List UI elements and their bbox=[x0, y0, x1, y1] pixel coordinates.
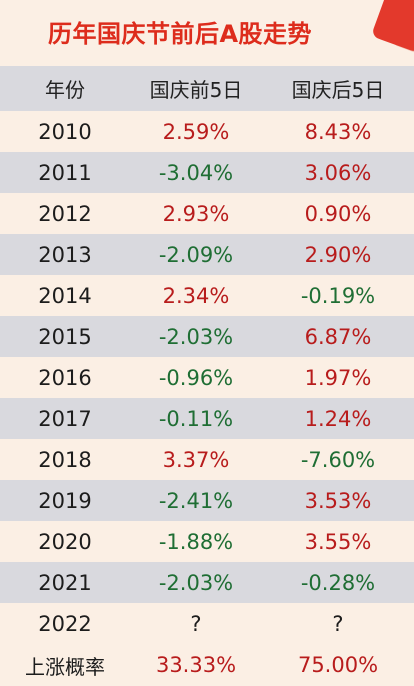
table-row: 2015 -2.03% 6.87% bbox=[0, 316, 414, 357]
year-cell: 2021 bbox=[38, 570, 92, 595]
year-cell: 2018 bbox=[38, 447, 92, 472]
year-cell: 2014 bbox=[38, 283, 92, 308]
summary-row: 上涨概率 33.33% 75.00% bbox=[0, 644, 414, 686]
year-cell: 2020 bbox=[38, 529, 92, 554]
post-holiday-return-cell: -0.28% bbox=[300, 570, 376, 595]
table-row: 2014 2.34% -0.19% bbox=[0, 275, 414, 316]
chart-title: 历年国庆节前后A股走势 bbox=[47, 20, 313, 48]
pre-holiday-return-cell: -2.09% bbox=[158, 242, 234, 267]
post-holiday-return-cell: 1.97% bbox=[304, 365, 372, 390]
pre-holiday-return-cell: 2.93% bbox=[162, 201, 230, 226]
pre-holiday-return-cell: 2.34% bbox=[162, 283, 230, 308]
summary-post-probability: 75.00% bbox=[297, 653, 379, 677]
year-cell: 2013 bbox=[38, 242, 92, 267]
pre-holiday-return-cell: -0.96% bbox=[158, 365, 234, 390]
post-holiday-return-cell: 3.06% bbox=[304, 160, 372, 185]
corner-decoration bbox=[370, 0, 414, 54]
pre-holiday-return-cell: -2.03% bbox=[158, 324, 234, 349]
pre-holiday-return-cell: -2.41% bbox=[158, 488, 234, 513]
post-holiday-return-cell: -0.19% bbox=[300, 283, 376, 308]
table-row: 2018 3.37% -7.60% bbox=[0, 439, 414, 480]
year-cell: 2015 bbox=[38, 324, 92, 349]
year-cell: 2010 bbox=[38, 119, 92, 144]
post-holiday-return-cell: 2.90% bbox=[304, 242, 372, 267]
table-row: 2022?? bbox=[0, 603, 414, 644]
pre-holiday-return-cell: 3.37% bbox=[162, 447, 230, 472]
table-row: 2011 -3.04% 3.06% bbox=[0, 152, 414, 193]
table-row: 2020 -1.88% 3.55% bbox=[0, 521, 414, 562]
returns-table: 年份 国庆前5日 国庆后5日 2010 2.59% 8.43% 2011 -3.04% 3… bbox=[0, 66, 414, 686]
summary-pre-probability: 33.33% bbox=[155, 653, 237, 677]
header-row: 年份 国庆前5日 国庆后5日 bbox=[0, 66, 414, 111]
post-holiday-return-cell: 0.90% bbox=[304, 201, 372, 226]
header-year: 年份 bbox=[45, 78, 85, 102]
header-pre-holiday: 国庆前5日 bbox=[149, 78, 243, 102]
year-cell: 2016 bbox=[38, 365, 92, 390]
header-post-holiday: 国庆后5日 bbox=[291, 78, 385, 102]
post-holiday-return-cell: 6.87% bbox=[304, 324, 372, 349]
year-cell: 2022 bbox=[38, 611, 92, 636]
title-band: 历年国庆节前后A股走势 bbox=[0, 0, 414, 66]
table-row: 2010 2.59% 8.43% bbox=[0, 111, 414, 152]
pre-holiday-return-cell: 2.59% bbox=[162, 119, 230, 144]
post-holiday-return-cell: -7.60% bbox=[300, 447, 376, 472]
summary-label: 上涨概率 bbox=[25, 654, 105, 679]
year-cell: 2012 bbox=[38, 201, 92, 226]
pre-holiday-return-cell: -3.04% bbox=[158, 160, 234, 185]
table-row: 2021 -2.03% -0.28% bbox=[0, 562, 414, 603]
pre-holiday-return-cell: -2.03% bbox=[158, 570, 234, 595]
year-cell: 2017 bbox=[38, 406, 92, 431]
post-holiday-return-cell: 1.24% bbox=[304, 406, 372, 431]
year-cell: 2019 bbox=[38, 488, 92, 513]
year-cell: 2011 bbox=[38, 160, 92, 185]
table-row: 2016 -0.96% 1.97% bbox=[0, 357, 414, 398]
post-holiday-return-cell: ? bbox=[332, 611, 344, 636]
table-row: 2013 -2.09% 2.90% bbox=[0, 234, 414, 275]
post-holiday-return-cell: 8.43% bbox=[304, 119, 372, 144]
table-row: 2019 -2.41% 3.53% bbox=[0, 480, 414, 521]
post-holiday-return-cell: 3.53% bbox=[304, 488, 372, 513]
post-holiday-return-cell: 3.55% bbox=[304, 529, 372, 554]
pre-holiday-return-cell: -1.88% bbox=[158, 529, 234, 554]
table-row: 2012 2.93% 0.90% bbox=[0, 193, 414, 234]
pre-holiday-return-cell: -0.11% bbox=[158, 406, 234, 431]
pre-holiday-return-cell: ? bbox=[190, 611, 202, 636]
table-row: 2017 -0.11% 1.24% bbox=[0, 398, 414, 439]
